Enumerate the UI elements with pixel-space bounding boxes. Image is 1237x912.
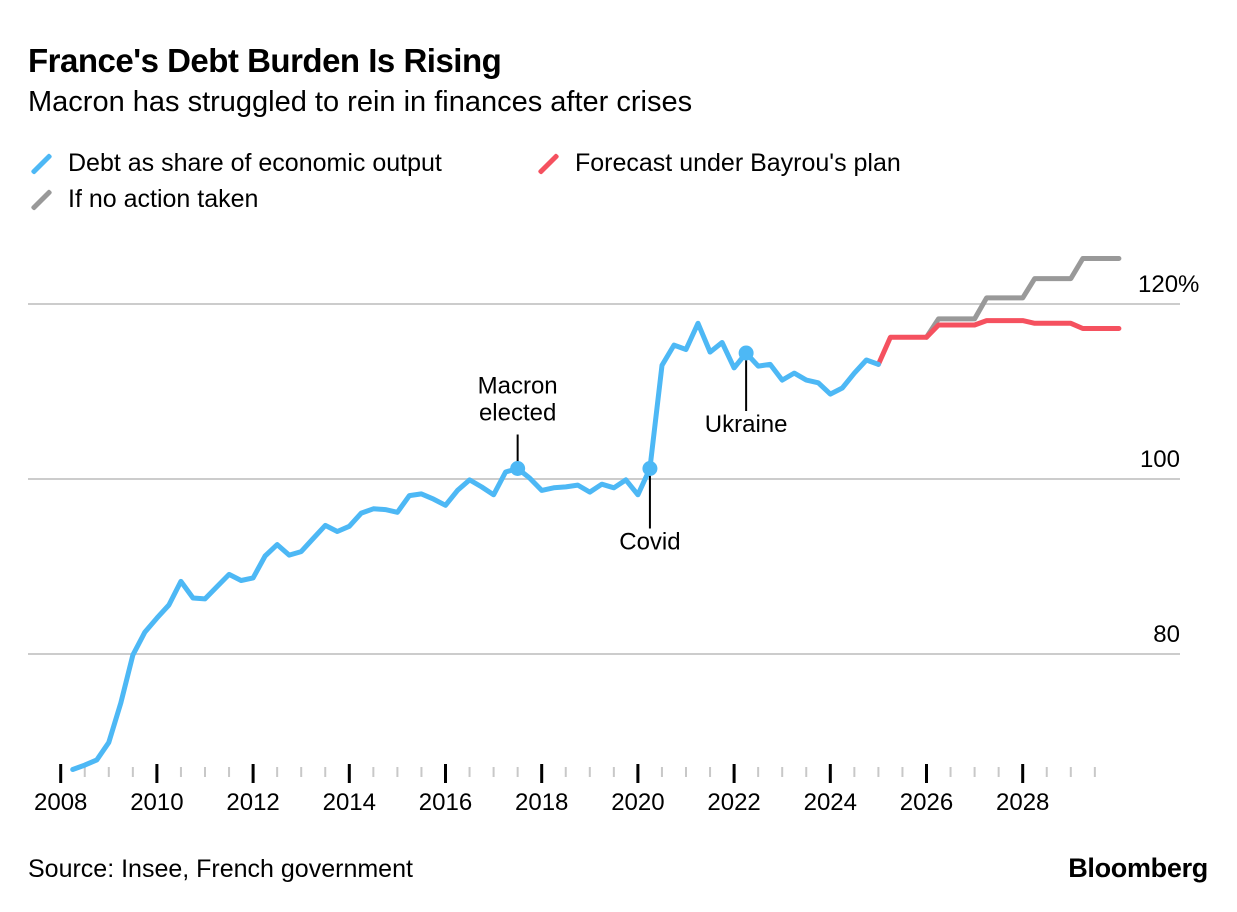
annotation-dot xyxy=(510,461,526,476)
legend-label: Forecast under Bayrou's plan xyxy=(575,149,901,177)
annotation-label-ukraine: Ukraine xyxy=(705,411,788,438)
x-tick-label: 2014 xyxy=(323,789,376,816)
x-tick-label: 2026 xyxy=(900,789,953,816)
chart-subtitle: Macron has struggled to rein in finances… xyxy=(28,86,693,118)
legend-item-no-action: If no action taken xyxy=(30,185,258,214)
legend-item-forecast: Forecast under Bayrou's plan xyxy=(537,149,901,178)
series-line-debt xyxy=(70,320,881,772)
annotation-dot xyxy=(642,461,658,476)
x-tick-label: 2012 xyxy=(226,789,279,816)
x-tick-label: 2022 xyxy=(707,789,760,816)
annotation-dot xyxy=(738,345,754,361)
legend-item-debt: Debt as share of economic output xyxy=(30,149,442,178)
annotation-label-macron-elected: elected xyxy=(479,400,556,427)
y-tick-label: 120% xyxy=(1138,271,1199,298)
y-tick-label: 100 xyxy=(1140,446,1180,473)
y-tick-label: 80 xyxy=(1153,621,1180,648)
legend-label: Debt as share of economic output xyxy=(68,149,442,177)
chart-title: France's Debt Burden Is Rising xyxy=(28,42,502,79)
x-tick-label: 2020 xyxy=(611,789,664,816)
series-line-forecast xyxy=(875,318,1122,367)
x-tick-label: 2016 xyxy=(419,789,472,816)
annotation-label-macron-elected: Macron xyxy=(478,373,558,400)
series-line-no-action xyxy=(924,256,1122,340)
source-note: Source: Insee, French government xyxy=(28,855,413,883)
legend-label: If no action taken xyxy=(68,185,259,213)
annotation-label-covid: Covid xyxy=(619,529,680,556)
x-tick-label: 2024 xyxy=(804,789,857,816)
x-tick-label: 2028 xyxy=(996,789,1049,816)
bloomberg-logo: Bloomberg xyxy=(1068,853,1208,883)
x-tick-label: 2008 xyxy=(34,789,87,816)
x-tick-label: 2010 xyxy=(130,789,183,816)
x-tick-label: 2018 xyxy=(515,789,568,816)
